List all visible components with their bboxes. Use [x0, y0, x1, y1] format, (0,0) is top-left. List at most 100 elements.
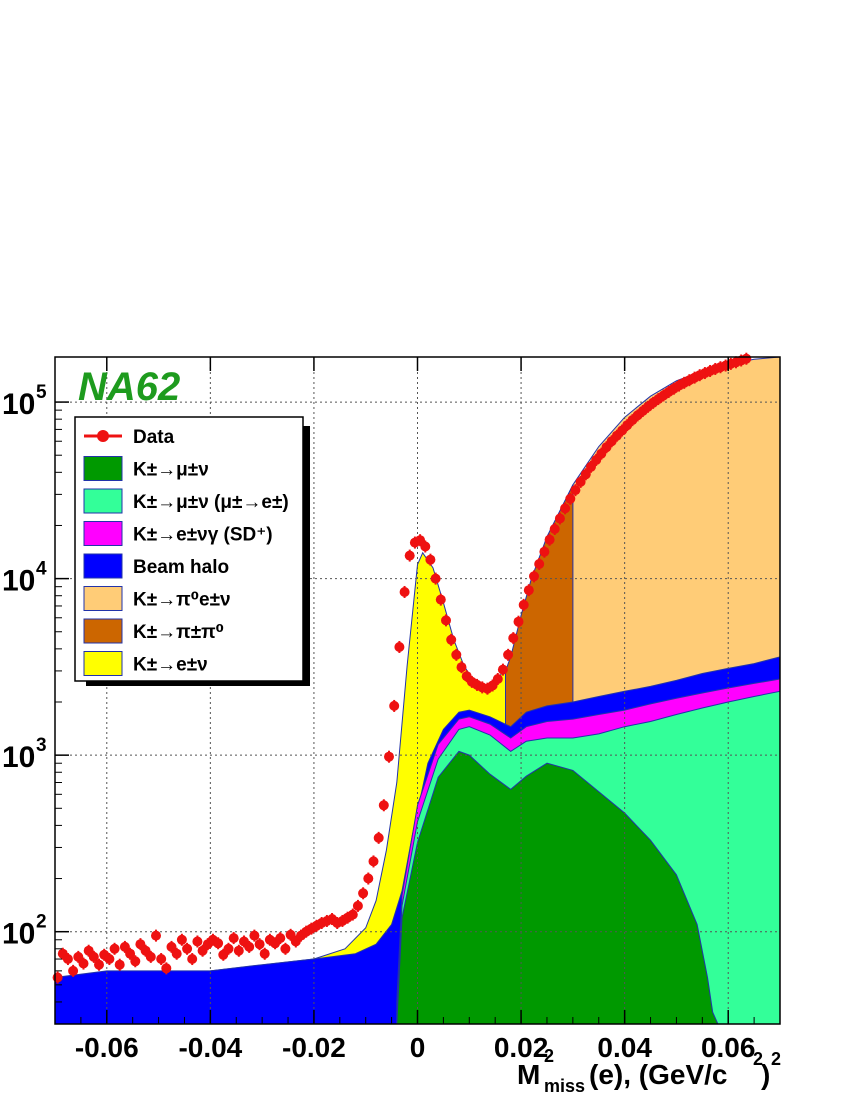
- legend-label-ke3: K±→π⁰e±ν: [133, 590, 231, 611]
- y-tick-label: 10: [2, 918, 35, 951]
- data-point: [156, 954, 167, 964]
- data-point: [259, 948, 270, 959]
- data-point: [94, 959, 104, 970]
- x-tick-label: -0.06: [75, 1032, 139, 1063]
- data-point: [518, 599, 529, 610]
- data-point: [166, 941, 177, 952]
- data-point: [114, 959, 125, 970]
- data-point: [88, 951, 99, 962]
- data-point: [549, 524, 560, 534]
- data-point: [523, 585, 534, 596]
- data-point: [513, 616, 524, 627]
- data-point: [544, 534, 555, 545]
- x-label-rest-sup: 2: [753, 1049, 763, 1069]
- y-tick-label: 10: [2, 741, 35, 774]
- x-axis-label: M 2 miss (e), (GeV/c 2 ) 2: [517, 1046, 781, 1096]
- data-point: [394, 642, 405, 652]
- data-point: [420, 541, 431, 552]
- x-label-rest: (e), (GeV/c: [589, 1059, 727, 1090]
- data-point: [565, 493, 576, 504]
- data-point: [228, 933, 239, 944]
- data-point: [249, 930, 260, 941]
- data-point: [109, 943, 120, 954]
- legend-swatch-ke3: [83, 586, 123, 611]
- data-point: [254, 939, 265, 950]
- data-point: [233, 945, 244, 956]
- y-tick-exponent: 5: [36, 382, 47, 403]
- data-point: [347, 909, 358, 920]
- data-point: [358, 888, 369, 899]
- data-point: [182, 943, 193, 954]
- legend-swatch-kmu2: [83, 456, 123, 481]
- data-point: [384, 751, 394, 762]
- legend-swatch-ke2: [83, 651, 123, 676]
- x-tick-label: 0: [410, 1032, 426, 1063]
- y-tick-exponent: 4: [36, 559, 47, 580]
- x-label-close: ): [761, 1059, 770, 1090]
- data-point: [554, 513, 565, 524]
- data-point: [130, 956, 141, 967]
- legend-label-k2pi: K±→π±π⁰: [133, 622, 224, 643]
- x-label-close-sup: 2: [771, 1049, 781, 1069]
- x-label-base: M: [517, 1059, 540, 1090]
- data-point: [399, 587, 410, 597]
- data-point: [104, 954, 115, 964]
- data-point: [435, 594, 446, 605]
- data-point: [213, 938, 224, 949]
- data-point: [508, 633, 519, 644]
- data-point: [68, 965, 79, 976]
- data-point: [119, 941, 130, 952]
- data-point: [52, 972, 63, 983]
- data-point: [539, 546, 550, 557]
- data-point: [389, 700, 400, 711]
- data-point: [78, 958, 89, 969]
- legend-marker: [97, 430, 109, 442]
- data-point: [441, 615, 451, 626]
- y-tick-label: 10: [2, 565, 35, 598]
- x-tick-label: 0.06: [701, 1032, 756, 1063]
- data-point: [171, 948, 182, 959]
- x-tick-label: 0.02: [494, 1032, 549, 1063]
- x-tick-label: 0.04: [597, 1032, 652, 1063]
- data-point: [456, 662, 467, 673]
- legend-label-ke2g: K±→e±νγ (SD⁺): [133, 525, 273, 546]
- experiment-label: NA62: [78, 365, 180, 409]
- x-label-sub: miss: [544, 1076, 585, 1096]
- data-point: [363, 873, 374, 884]
- data-point: [187, 954, 198, 964]
- data-point: [570, 485, 581, 496]
- x-tick-label: -0.04: [178, 1032, 242, 1063]
- data-point: [492, 674, 503, 684]
- fill-kmu2: [396, 750, 719, 1025]
- data-point: [125, 948, 136, 959]
- data-point: [223, 943, 234, 954]
- data-point: [741, 353, 752, 364]
- data-point: [503, 649, 514, 660]
- data-point: [244, 941, 255, 952]
- data-point: [446, 634, 457, 645]
- data-point: [161, 963, 172, 974]
- legend-swatch-kmu2_decay: [83, 488, 123, 514]
- data-point: [425, 554, 436, 565]
- data-point: [368, 856, 379, 867]
- data-point: [404, 550, 415, 561]
- legend-label-kmu2_decay: K±→μ±ν (μ±→e±): [133, 492, 289, 513]
- data-point: [497, 664, 508, 675]
- legend-swatch-halo: [83, 553, 123, 579]
- data-point: [575, 476, 586, 487]
- x-label-sup: 2: [544, 1046, 554, 1066]
- stacked-fills: [54, 356, 781, 1025]
- legend-swatch-k2pi: [83, 618, 123, 644]
- y-tick-exponent: 3: [36, 735, 47, 756]
- data-point: [275, 933, 286, 944]
- data-point: [280, 943, 291, 954]
- data-point: [430, 573, 441, 584]
- legend-label-kmu2: K±→μ±ν: [133, 460, 209, 481]
- x-axis-ticks: -0.06 -0.04 -0.02 0 0.02 0.04 0.06: [54, 357, 781, 1063]
- data-point: [352, 900, 363, 911]
- data-point: [373, 832, 384, 843]
- data-point: [586, 461, 596, 472]
- data-point: [151, 930, 161, 941]
